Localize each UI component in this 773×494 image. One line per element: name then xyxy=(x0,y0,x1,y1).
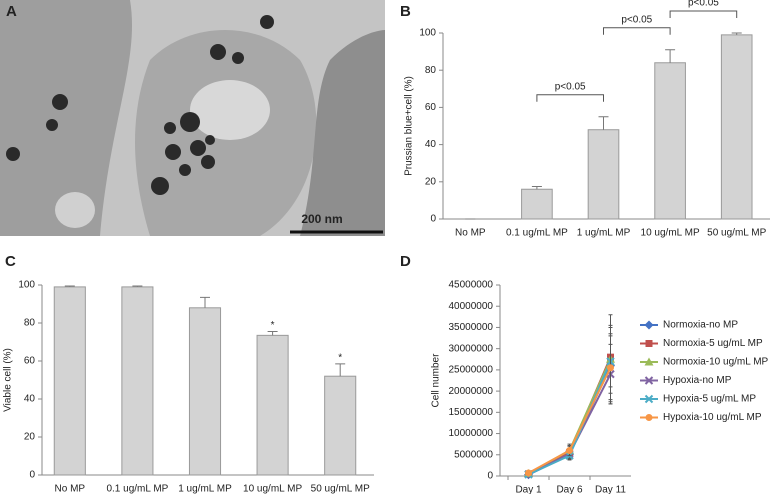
bar xyxy=(324,375,357,476)
cell-region xyxy=(300,30,385,236)
y-tick-label: 15000000 xyxy=(449,407,494,418)
bar xyxy=(587,129,620,220)
point xyxy=(607,364,614,372)
x-tick-label: 0.1 ug/mL MP xyxy=(106,484,168,494)
y-tick-label: 40000000 xyxy=(449,301,494,312)
scale-bar-label: 200 nm xyxy=(301,212,342,226)
x-tick-label: 10 ug/mL MP xyxy=(243,484,302,494)
panel-label: A xyxy=(6,3,17,20)
cell-region xyxy=(0,0,133,236)
legend-label: Hypoxia-no MP xyxy=(663,375,732,386)
y-tick-label: 60 xyxy=(425,102,437,113)
bar xyxy=(53,286,86,476)
point xyxy=(566,447,573,455)
y-tick-label: 40 xyxy=(425,139,437,150)
annotation: * xyxy=(271,320,275,331)
particles xyxy=(6,15,274,195)
error-bar xyxy=(267,331,278,336)
y-tick-label: 0 xyxy=(487,471,493,482)
x-tick-label: 0.1 ug/mL MP xyxy=(506,228,568,239)
legend-marker xyxy=(645,414,653,421)
legend-marker xyxy=(644,357,654,366)
y-tick-label: 5000000 xyxy=(454,449,493,460)
point xyxy=(525,469,532,477)
micrograph: A 200 nm xyxy=(0,0,385,236)
error-bar xyxy=(731,32,742,35)
x-tick-label: Day 1 xyxy=(515,485,542,494)
error-bar xyxy=(598,116,609,130)
legend-label: Hypoxia-10 ug/mL MP xyxy=(663,412,762,423)
y-tick-label: 0 xyxy=(430,214,436,225)
legend-label: Hypoxia-5 ug/mL MP xyxy=(663,394,756,405)
panel-label: C xyxy=(5,253,16,270)
x-tick-label: No MP xyxy=(55,484,86,494)
y-tick-label: 40 xyxy=(24,394,36,405)
y-axis-label: Viable cell (%) xyxy=(3,348,14,412)
legend-marker xyxy=(644,394,654,404)
x-tick-label: 1 ug/mL MP xyxy=(178,484,232,494)
significance-bracket xyxy=(603,27,671,35)
error-bar xyxy=(132,285,143,287)
error-bar xyxy=(665,49,676,63)
x-tick-label: No MP xyxy=(455,228,486,239)
legend-marker xyxy=(645,340,653,347)
annotation: p<0.05 xyxy=(688,0,719,9)
y-tick-label: 10000000 xyxy=(449,428,494,439)
error-bar xyxy=(531,185,542,190)
y-tick-label: 0 xyxy=(29,470,35,481)
y-tick-label: 20 xyxy=(24,432,36,443)
x-tick-label: 50 ug/mL MP xyxy=(311,484,370,494)
y-tick-label: 25000000 xyxy=(449,365,494,376)
bar xyxy=(188,307,222,476)
vacuole xyxy=(55,192,95,228)
y-tick-label: 100 xyxy=(18,280,35,291)
x-tick-label: Day 6 xyxy=(556,485,583,494)
y-tick-label: 20000000 xyxy=(449,386,494,397)
annotation: * xyxy=(338,352,342,363)
y-tick-label: 100 xyxy=(419,28,436,39)
y-tick-label: 20 xyxy=(425,176,437,187)
legend-label: Normoxia-10 ug/mL MP xyxy=(663,357,769,368)
x-tick-label: 10 ug/mL MP xyxy=(641,228,700,239)
annotation: p<0.05 xyxy=(621,14,652,25)
legend-label: Normoxia-no MP xyxy=(663,320,738,331)
y-tick-label: 45000000 xyxy=(449,280,494,291)
panel-label: D xyxy=(400,253,411,270)
y-tick-label: 60 xyxy=(24,356,36,367)
significance-bracket xyxy=(536,94,604,102)
y-tick-label: 80 xyxy=(425,65,437,76)
panel-label: B xyxy=(400,3,411,20)
y-tick-label: 80 xyxy=(24,318,36,329)
bar xyxy=(121,286,154,476)
x-tick-label: 50 ug/mL MP xyxy=(707,228,766,239)
legend-marker xyxy=(644,376,654,385)
error-bar xyxy=(64,285,75,287)
y-tick-label: 30000000 xyxy=(449,343,494,354)
error-bar xyxy=(200,296,210,308)
y-axis-label: Cell number xyxy=(431,353,442,408)
error-bar xyxy=(335,363,346,377)
x-tick-label: 1 ug/mL MP xyxy=(577,228,631,239)
bar xyxy=(720,34,753,220)
y-tick-label: 35000000 xyxy=(449,322,494,333)
y-axis-label: Prussian blue+cell (%) xyxy=(404,76,415,176)
bar xyxy=(654,62,686,220)
bar xyxy=(521,188,553,220)
legend-label: Normoxia-5 ug/mL MP xyxy=(663,338,763,349)
x-tick-label: Day 11 xyxy=(595,485,626,494)
bar xyxy=(256,334,289,476)
significance-bracket xyxy=(669,10,738,18)
vacuole xyxy=(190,80,270,140)
legend-marker xyxy=(644,320,654,330)
annotation: p<0.05 xyxy=(555,81,586,92)
